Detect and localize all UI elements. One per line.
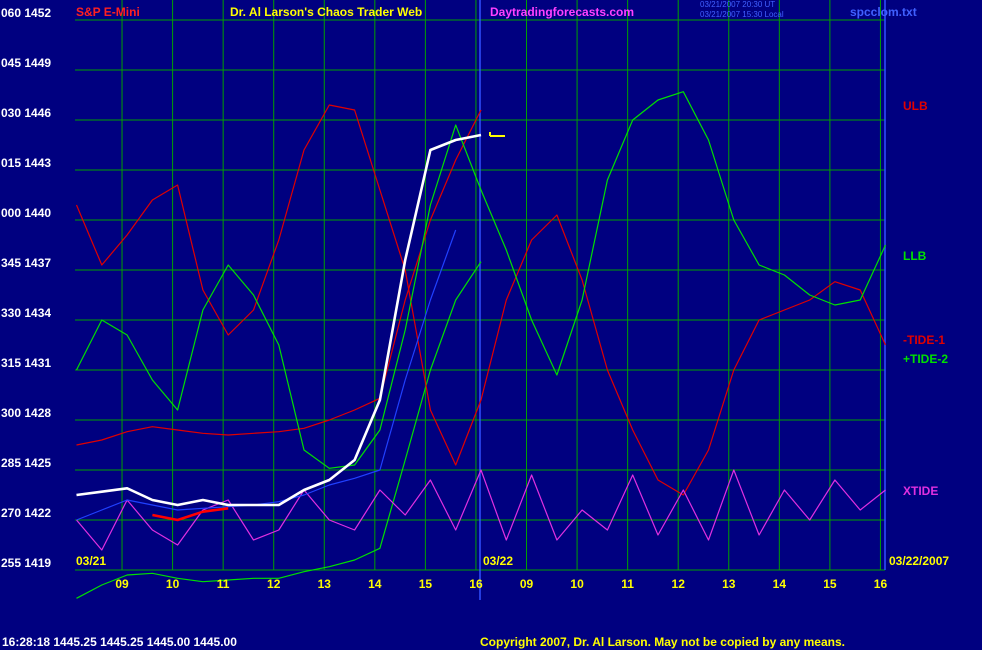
x-tick-label: 14 xyxy=(773,577,787,591)
y-tick-label: 000 1440 xyxy=(1,206,51,220)
x-tick-label: 15 xyxy=(419,577,433,591)
y-tick-label: 030 1446 xyxy=(1,106,51,120)
file-name: spcclom.txt xyxy=(850,5,917,19)
x-tick-label: 09 xyxy=(115,577,129,591)
series-group xyxy=(75,91,887,599)
legend-entry: LLB xyxy=(903,249,927,263)
quote: 16:28:18 1445.25 1445.25 1445.00 1445.00 xyxy=(2,635,237,649)
x-tick-label: 14 xyxy=(368,577,382,591)
series-line xyxy=(76,469,886,551)
y-tick-label: 315 1431 xyxy=(1,356,51,370)
x-tick-label: 10 xyxy=(570,577,584,591)
y-tick-label: 345 1437 xyxy=(1,256,51,270)
series-line xyxy=(75,91,887,469)
y-tick-label: 285 1425 xyxy=(1,456,51,470)
x-tick-label: 16 xyxy=(874,577,888,591)
y-tick-label: 270 1422 xyxy=(1,506,51,520)
website: Daytradingforecasts.com xyxy=(490,5,634,19)
price-marker xyxy=(489,132,505,137)
x-tick-label: 12 xyxy=(672,577,686,591)
series-line xyxy=(76,229,457,521)
timestamp: 03/21/2007 15:30 Local xyxy=(700,10,784,19)
series-line xyxy=(152,507,229,522)
x-tick-label: 10 xyxy=(166,577,180,591)
y-tick-label: 330 1434 xyxy=(1,306,51,320)
copyright: Copyright 2007, Dr. Al Larson. May not b… xyxy=(480,635,845,649)
x-tick-label: 15 xyxy=(823,577,837,591)
series-line xyxy=(75,104,887,496)
date-label: 03/21 xyxy=(76,554,106,568)
series-line xyxy=(76,109,482,446)
x-tick-label: 09 xyxy=(520,577,534,591)
y-tick-label: 015 1443 xyxy=(1,156,51,170)
y-tick-label: 300 1428 xyxy=(1,406,51,420)
legend-entry: -TIDE-1 xyxy=(903,333,945,347)
legend-entry: ULB xyxy=(903,99,928,113)
legend-entry: +TIDE-2 xyxy=(903,352,948,366)
timestamp: 03/21/2007 20:30 UT xyxy=(700,0,775,9)
y-tick-label: 045 1449 xyxy=(1,56,51,70)
instrument: S&P E-Mini xyxy=(76,5,140,19)
x-tick-label: 16 xyxy=(469,577,483,591)
x-tick-label: 11 xyxy=(621,577,634,591)
chart-title: Dr. Al Larson's Chaos Trader Web xyxy=(230,5,422,19)
y-tick-label: 255 1419 xyxy=(1,556,51,570)
x-tick-label: 11 xyxy=(217,577,230,591)
legend-entry: XTIDE xyxy=(903,484,938,498)
series-line xyxy=(76,261,482,599)
series-line xyxy=(76,133,482,507)
date-label: 03/22 xyxy=(483,554,513,568)
x-tick-label: 13 xyxy=(318,577,332,591)
y-tick-label: 060 1452 xyxy=(1,6,51,20)
date-label: 03/22/2007 xyxy=(889,554,949,568)
x-tick-label: 13 xyxy=(722,577,736,591)
x-tick-label: 12 xyxy=(267,577,281,591)
grid xyxy=(75,0,885,571)
